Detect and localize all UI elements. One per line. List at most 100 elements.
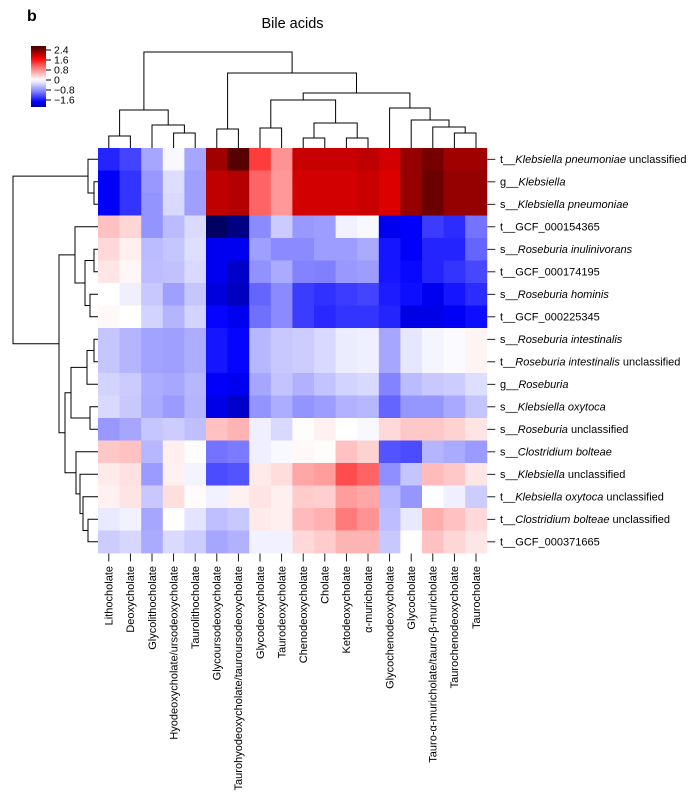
heatmap-cell — [162, 440, 185, 464]
heatmap-cell — [98, 283, 120, 306]
heatmap-cell — [357, 485, 380, 509]
heatmap-cell — [184, 193, 207, 216]
colorbar — [31, 46, 46, 107]
row-label: g__Klebsiella — [500, 177, 565, 189]
heatmap-cell — [314, 193, 336, 216]
heatmap-cell — [270, 463, 293, 486]
heatmap-cell — [227, 193, 250, 216]
heatmap-cell — [206, 170, 228, 194]
column-label: Taurocholate — [471, 566, 483, 629]
heatmap-cell — [227, 530, 250, 554]
heatmap-cell — [335, 148, 358, 171]
row-label: t__Klebsiella pneumoniae unclassified — [500, 154, 687, 166]
heatmap-cell — [443, 440, 466, 464]
legend-tick-label: −0.8 — [54, 85, 75, 97]
heatmap-cell — [357, 395, 380, 419]
heatmap-cell — [465, 170, 488, 194]
column-label: Glycoursodeoxycholate — [212, 566, 224, 680]
heatmap-cell — [422, 283, 444, 306]
heatmap-cell — [465, 283, 488, 306]
heatmap-cell — [357, 508, 380, 531]
heatmap-cell — [119, 148, 142, 171]
column-label: Glycochenodeoxycholate — [384, 566, 396, 689]
heatmap-cell — [141, 148, 164, 171]
heatmap-cell — [270, 485, 293, 509]
row-label: s__Roseburia unclassified — [500, 424, 628, 436]
heatmap-cell — [162, 530, 185, 554]
heatmap-cell — [443, 170, 466, 194]
heatmap-cell — [443, 508, 466, 531]
heatmap-cell — [314, 238, 336, 261]
heatmap-cell — [335, 485, 358, 509]
heatmap-cell — [314, 328, 336, 351]
heatmap-cell — [98, 463, 120, 486]
heatmap-cell — [465, 395, 488, 419]
heatmap-cell — [335, 350, 358, 374]
heatmap-cell — [422, 440, 444, 464]
heatmap-cell — [335, 418, 358, 441]
heatmap-cell — [335, 530, 358, 554]
heatmap-cell — [119, 193, 142, 216]
heatmap-cell — [465, 463, 488, 486]
heatmap-cell — [227, 260, 250, 284]
row-label: g__Roseburia — [500, 379, 569, 391]
heatmap-cell — [314, 530, 336, 554]
heatmap-cell — [314, 170, 336, 194]
heatmap-cell — [162, 395, 185, 419]
heatmap-cell — [141, 260, 164, 284]
heatmap-cell — [249, 350, 272, 374]
heatmap-cell — [335, 238, 358, 261]
heatmap-cell — [357, 260, 380, 284]
heatmap-cell — [270, 260, 293, 284]
heatmap-cell — [206, 373, 228, 396]
heatmap-cell — [184, 260, 207, 284]
heatmap-cell — [314, 440, 336, 464]
heatmap-cell — [314, 485, 336, 509]
heatmap-cell — [98, 440, 120, 464]
heatmap-cell — [378, 193, 401, 216]
heatmap-cell — [400, 328, 423, 351]
heatmap-cell — [227, 238, 250, 261]
heatmap-cell — [249, 508, 272, 531]
heatmap-cell — [119, 395, 142, 419]
heatmap-cell — [249, 328, 272, 351]
legend-tick-label: 1.6 — [54, 55, 69, 67]
heatmap-cell — [314, 418, 336, 441]
heatmap-cell — [98, 373, 120, 396]
column-label: Glycocholate — [406, 566, 418, 630]
heatmap-cell — [335, 328, 358, 351]
heatmap-cell — [292, 440, 315, 464]
heatmap-cell — [400, 508, 423, 531]
legend-tick-label: −1.6 — [54, 95, 75, 107]
heatmap-cell — [119, 485, 142, 509]
column-label: Tauro-α-muricholate/tauro-β-muricholate — [428, 566, 440, 763]
heatmap-cell — [206, 463, 228, 486]
heatmap-cell — [378, 305, 401, 329]
heatmap-cell — [378, 170, 401, 194]
row-label: s__Klebsiella pneumoniae — [500, 199, 628, 211]
heatmap-cell — [184, 373, 207, 396]
heatmap-cell — [249, 463, 272, 486]
heatmap-cell — [98, 260, 120, 284]
heatmap-cell — [292, 530, 315, 554]
heatmap-cell — [443, 350, 466, 374]
heatmap-cell — [141, 530, 164, 554]
heatmap-cell — [119, 305, 142, 329]
column-label: Deoxycholate — [125, 566, 137, 633]
heatmap-cell — [422, 170, 444, 194]
heatmap-cell — [184, 395, 207, 419]
heatmap-cell — [270, 440, 293, 464]
heatmap-cell — [162, 238, 185, 261]
column-label: α-muricholate — [363, 566, 375, 633]
heatmap-cell — [227, 170, 250, 194]
heatmap-cell — [443, 283, 466, 306]
heatmap-cell — [357, 418, 380, 441]
heatmap-cell — [292, 508, 315, 531]
heatmap-cell — [119, 260, 142, 284]
heatmap-cell — [141, 328, 164, 351]
heatmap-cell — [400, 215, 423, 239]
heatmap-cell — [184, 463, 207, 486]
heatmap-cell — [184, 215, 207, 239]
heatmap-cell — [422, 328, 444, 351]
heatmap-cell — [98, 148, 120, 171]
